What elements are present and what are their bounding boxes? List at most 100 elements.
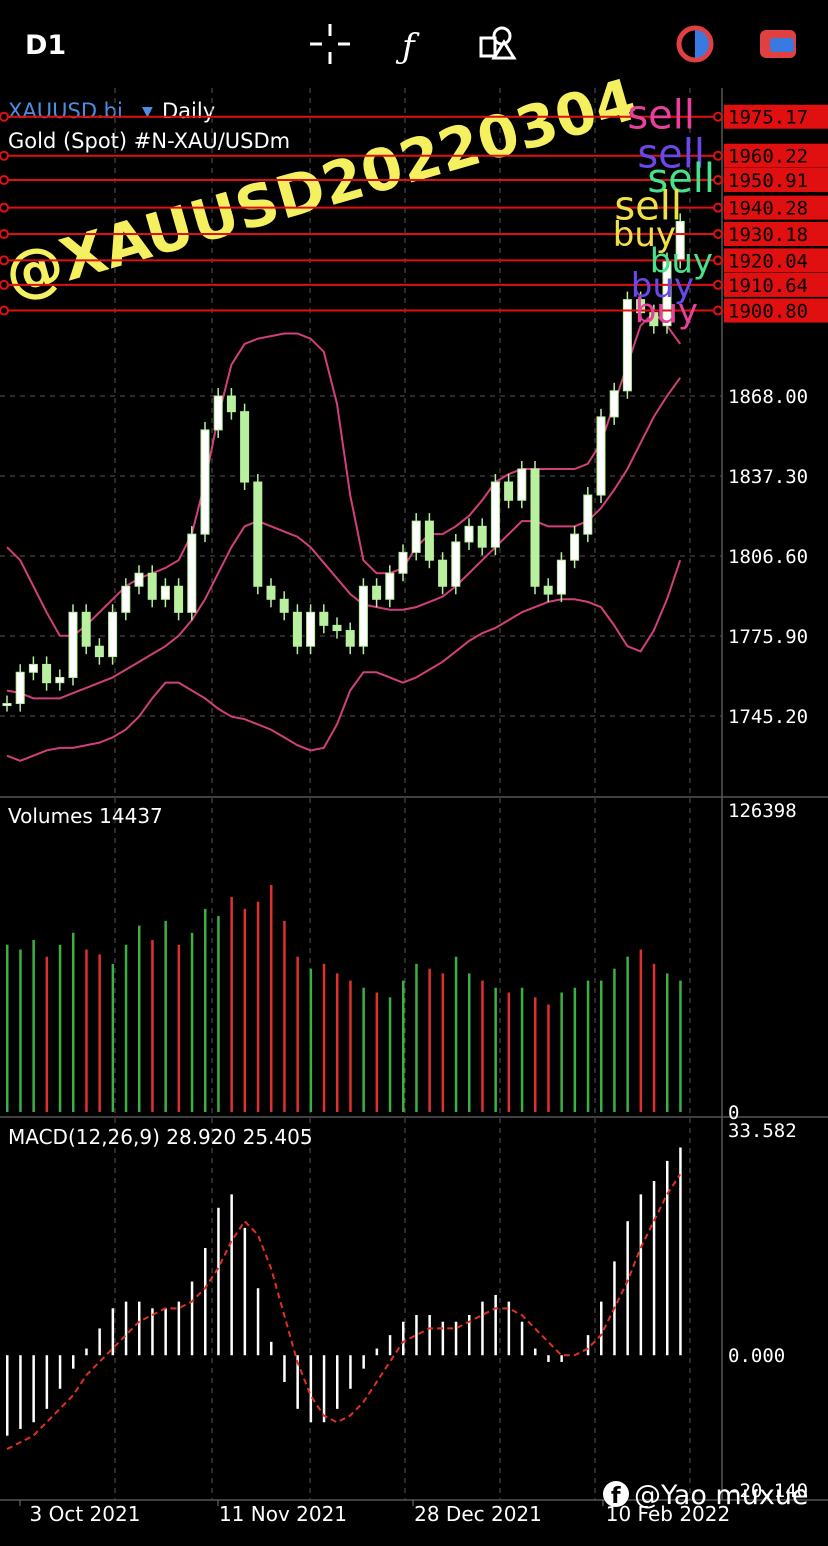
macd-bar [652,1180,656,1356]
level-handle [0,255,9,266]
level-label: buy [631,266,694,306]
level-price-box [724,104,828,129]
level-price-box [724,298,828,323]
macd-bar [402,1321,405,1356]
candle [160,585,170,600]
volume-bar [613,968,616,1112]
volume-bar [283,920,286,1112]
volume-bar [111,963,115,1112]
y-tick-label: 1837.30 [728,466,808,488]
macd-bar [190,1281,194,1356]
macd-bar [560,1355,563,1362]
candle [517,468,527,501]
settings-icon[interactable] [760,30,796,58]
level-label: sell [627,93,695,139]
macd-bar [177,1301,181,1356]
volume-bar [217,916,220,1112]
level-price-box [724,167,828,192]
macd-bar [283,1355,286,1383]
symbol[interactable]: XAUUSD.bi [8,99,123,123]
macd-bar [217,1207,220,1356]
candle [266,585,276,600]
volume-bar [177,944,181,1112]
macd-bar [111,1308,115,1356]
macd-bar [375,1348,379,1356]
candle [226,395,236,413]
volume-bar [600,980,603,1112]
objects-icon[interactable] [479,26,517,60]
macd-bar [494,1294,497,1356]
crosshair-icon[interactable] [310,24,350,64]
period: Daily [162,99,215,123]
candle [121,585,131,613]
macd-bar [256,1288,260,1356]
volume-bar [204,908,207,1112]
macd-bar [349,1355,352,1389]
candle [187,533,197,613]
volume-bar [45,956,49,1112]
macd-bar [151,1308,154,1356]
volume-bar [415,963,418,1112]
macd-bar [309,1355,313,1423]
candle [490,481,500,548]
candle [583,494,593,535]
volume-bar [666,973,669,1112]
volume-bar [507,992,511,1112]
volume-bar [98,954,101,1112]
candle [609,390,619,418]
volume-bar [164,920,167,1112]
candle [464,525,474,543]
volume-bar [520,987,524,1112]
macd-bar [454,1321,458,1356]
volume-bar [494,987,497,1112]
candle [213,395,223,431]
symbol-dropdown-arrow[interactable]: ▼ [142,104,153,120]
candle [504,481,514,501]
y-tick-label: 0 [728,1102,739,1124]
macd-bar [626,1221,629,1356]
y-tick-label: -20.140 [728,1480,808,1502]
candle [200,429,210,535]
candle [438,559,448,587]
candle [253,481,263,587]
volume-bar [428,968,431,1112]
level-price: 1960.22 [728,146,808,168]
macd-bar [468,1315,471,1356]
candle [240,411,250,483]
level-price: 1910.64 [728,275,808,297]
macd-signal [6,1173,682,1450]
candle [636,299,646,314]
candle [319,611,329,626]
level-label: sell [647,156,715,202]
candle [411,520,421,553]
candle [42,663,52,684]
y-tick-label: 1868.00 [728,386,808,408]
facebook-icon [603,1481,629,1507]
candle [55,676,65,684]
volume-bar [256,901,260,1112]
level-handle [713,279,723,290]
volume-bar [6,944,9,1112]
level-label: sell [637,132,705,178]
candle [174,585,184,613]
panel-title: MACD(12,26,9) 28.920 25.405 [8,1125,313,1149]
volume-bar [58,944,62,1112]
x-tick-label: 3 Oct 2021 [30,1502,141,1526]
trade-icon[interactable] [676,25,714,63]
volume-bar [388,997,392,1112]
level-handle [0,279,9,290]
level-price-box [724,221,828,246]
level-price: 1930.18 [728,224,808,246]
macd-bar [428,1315,431,1356]
macd-bar [441,1321,445,1356]
macd-bar [72,1355,75,1369]
macd-bar [322,1355,326,1423]
macd-bar [32,1355,35,1423]
candle [451,541,461,587]
candle [15,671,25,705]
candle [622,299,632,392]
volume-bar [375,992,379,1112]
instrument-name: Gold (Spot) #N-XAU/USDm [8,129,290,153]
timeframe-button[interactable]: D1 [25,30,66,61]
